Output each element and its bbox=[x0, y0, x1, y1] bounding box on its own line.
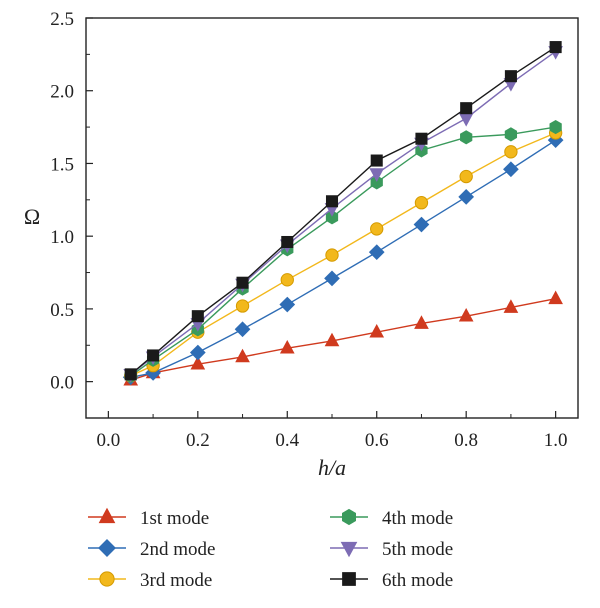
legend-marker bbox=[98, 507, 116, 524]
legend-entry: 2nd mode bbox=[88, 539, 215, 560]
data-point bbox=[549, 120, 562, 135]
y-tick-label: 1.5 bbox=[50, 154, 74, 175]
data-point bbox=[368, 244, 385, 261]
legend-entry: 3rd mode bbox=[88, 570, 212, 591]
data-point bbox=[369, 168, 385, 182]
series-6 bbox=[124, 41, 562, 381]
y-tick-label: 0.0 bbox=[50, 373, 74, 394]
legend: 1st mode 2nd mode 3rd mode 4th mode 5th mode… bbox=[88, 507, 453, 591]
data-point bbox=[504, 127, 518, 142]
y-tick-label: 1.0 bbox=[50, 227, 74, 248]
legend-entry: 5th mode bbox=[330, 539, 453, 560]
data-point bbox=[458, 112, 474, 127]
data-point bbox=[147, 349, 160, 362]
series-3 bbox=[124, 126, 563, 383]
legend-entry: 6th mode bbox=[330, 570, 453, 591]
data-point bbox=[124, 368, 137, 381]
x-tick-label: 0.8 bbox=[454, 430, 478, 451]
legend-marker bbox=[99, 571, 115, 587]
data-point bbox=[190, 355, 206, 370]
y-tick-label: 2.5 bbox=[50, 9, 74, 30]
data-point bbox=[548, 290, 563, 305]
data-point bbox=[458, 189, 475, 205]
x-axis-label: h/a bbox=[318, 455, 346, 480]
data-point bbox=[370, 222, 384, 236]
legend-label: 4th mode bbox=[382, 508, 453, 529]
data-point bbox=[325, 195, 339, 208]
x-tick-label: 0.0 bbox=[96, 430, 120, 451]
data-point bbox=[324, 270, 340, 287]
data-point bbox=[370, 154, 383, 167]
legend-label: 1st mode bbox=[140, 508, 209, 529]
data-point bbox=[504, 70, 517, 83]
legend-marker bbox=[98, 539, 116, 557]
data-point bbox=[503, 299, 519, 313]
data-point bbox=[235, 299, 250, 313]
data-point bbox=[414, 315, 429, 329]
data-point bbox=[234, 321, 251, 338]
data-point bbox=[460, 130, 473, 145]
legend-label: 6th mode bbox=[382, 570, 453, 591]
y-tick-label: 2.0 bbox=[50, 82, 74, 103]
data-point bbox=[459, 169, 473, 184]
legend-entry: 4th mode bbox=[330, 508, 453, 529]
x-tick-label: 0.2 bbox=[186, 430, 210, 451]
x-tick-label: 1.0 bbox=[544, 430, 568, 451]
data-point bbox=[504, 145, 518, 159]
series-layer bbox=[122, 41, 564, 386]
series-2 bbox=[122, 132, 564, 386]
data-point bbox=[325, 248, 339, 262]
legend-marker bbox=[340, 541, 358, 558]
data-point bbox=[280, 273, 294, 287]
data-point bbox=[189, 344, 206, 361]
data-point bbox=[370, 175, 383, 190]
legend-entry: 1st mode bbox=[88, 507, 209, 529]
data-point bbox=[191, 310, 204, 323]
y-tick-label: 0.5 bbox=[50, 300, 74, 321]
data-point bbox=[324, 332, 340, 347]
legend-label: 2nd mode bbox=[140, 539, 215, 560]
data-point bbox=[279, 339, 295, 354]
axes: 0.0 0.2 0.4 0.6 0.8 1.0 0.0 0.5 1.0 1.5 2.0 2.5 h/a Ω bbox=[24, 9, 579, 480]
data-point bbox=[279, 296, 296, 313]
data-point bbox=[413, 216, 430, 233]
y-axis-label: Ω bbox=[24, 204, 40, 229]
legend-label: 3rd mode bbox=[140, 570, 212, 591]
series-line bbox=[130, 139, 557, 378]
data-point bbox=[549, 41, 562, 54]
legend-marker bbox=[342, 508, 356, 526]
legend-marker bbox=[342, 572, 356, 586]
data-point bbox=[460, 102, 473, 115]
x-tick-label: 0.4 bbox=[275, 430, 299, 451]
data-point bbox=[236, 276, 249, 289]
data-point bbox=[235, 348, 250, 363]
data-point bbox=[414, 196, 429, 210]
data-point bbox=[458, 307, 474, 322]
series-5 bbox=[123, 46, 563, 383]
data-point bbox=[503, 161, 519, 178]
data-point bbox=[281, 235, 294, 249]
x-tick-label: 0.6 bbox=[365, 430, 389, 451]
data-point bbox=[369, 323, 385, 338]
series-line bbox=[130, 50, 557, 375]
legend-label: 5th mode bbox=[382, 539, 453, 560]
data-point bbox=[415, 132, 428, 145]
